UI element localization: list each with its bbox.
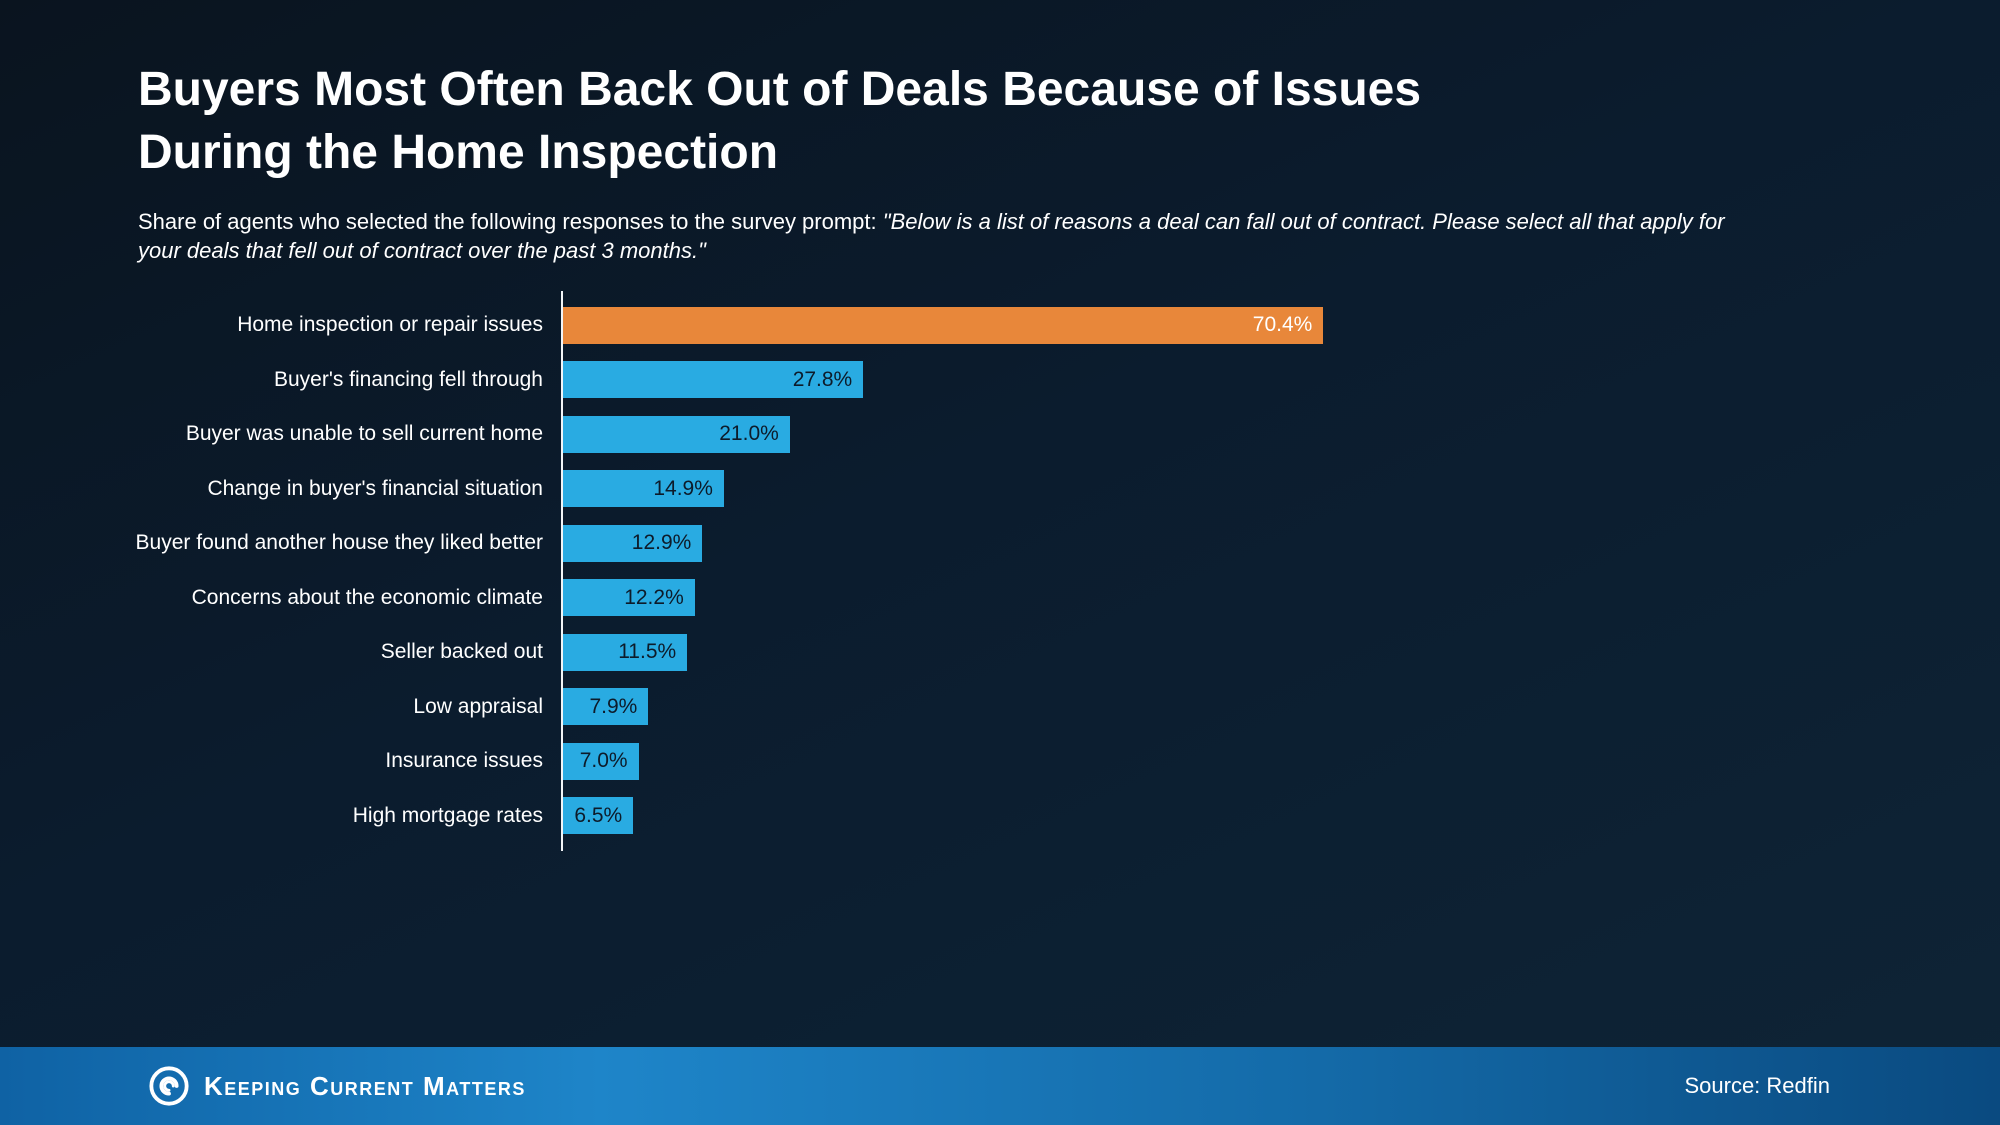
brand: Keeping Current Matters <box>148 1065 526 1107</box>
bar-value-label: 7.0% <box>579 749 628 773</box>
kcm-swirl-icon <box>149 1066 189 1106</box>
chart-subtitle: Share of agents who selected the followi… <box>138 207 1758 265</box>
bar-value-label: 7.9% <box>589 694 638 718</box>
chart-row: Change in buyer's financial situation 14.… <box>0 461 2000 516</box>
bar-category-label: High mortgage rates <box>352 803 543 827</box>
bar-track: 21.0% <box>563 415 2000 453</box>
chart-panel: Buyers Most Often Back Out of Deals Beca… <box>0 63 2000 851</box>
chart-row: High mortgage rates 6.5% <box>0 788 2000 843</box>
subtitle-quote: "Below is a list of reasons a deal can f… <box>138 208 1725 263</box>
bar: 12.9% <box>563 524 703 562</box>
chart-row: Low appraisal 7.9% <box>0 679 2000 734</box>
bar-value-label: 12.2% <box>624 585 684 609</box>
bar-category-label: Buyer found another house they liked bet… <box>135 531 543 555</box>
bar-rows: Home inspection or repair issues 70.4% Buy… <box>0 298 2000 843</box>
bar: 27.8% <box>563 361 864 399</box>
bar: 11.5% <box>563 633 688 671</box>
bar-category-label: Seller backed out <box>380 640 543 664</box>
source-label: Source: Redfin <box>1684 1073 1830 1098</box>
page-title: Buyers Most Often Back Out of Deals Beca… <box>138 63 1422 180</box>
bar-track: 11.5% <box>563 633 2000 671</box>
chart-row: Seller backed out 11.5% <box>0 625 2000 680</box>
axis-line <box>561 290 563 851</box>
bar-track: 7.0% <box>563 742 2000 780</box>
bar-value-label: 11.5% <box>618 640 677 664</box>
bar-track: 70.4% <box>563 306 2000 344</box>
chart-row: Buyer found another house they liked bet… <box>0 516 2000 571</box>
bar-value-label: 6.5% <box>574 803 623 827</box>
bar: 70.4% <box>563 306 1324 344</box>
bar-track: 12.9% <box>563 524 2000 562</box>
footer-bar: Keeping Current Matters Source: Redfin <box>0 1047 2000 1125</box>
bar-track: 14.9% <box>563 470 2000 508</box>
chart-row: Buyer was unable to sell current home 21.… <box>0 407 2000 462</box>
chart-row: Concerns about the economic climate 12.2% <box>0 570 2000 625</box>
bar: 14.9% <box>563 470 724 508</box>
chart-row: Home inspection or repair issues 70.4% <box>0 298 2000 353</box>
bar-track: 12.2% <box>563 579 2000 617</box>
bar-value-label: 21.0% <box>719 422 779 446</box>
bar-track: 6.5% <box>563 797 2000 835</box>
chart-row: Insurance issues 7.0% <box>0 734 2000 789</box>
subtitle-plain: Share of agents who selected the followi… <box>138 208 883 234</box>
bar-value-label: 27.8% <box>792 367 853 391</box>
bar-value-label: 70.4% <box>1252 313 1313 337</box>
bar-chart: Home inspection or repair issues 70.4% Buy… <box>0 290 2000 851</box>
bar-track: 27.8% <box>563 361 2000 399</box>
bar: 6.5% <box>563 797 634 835</box>
bar-category-label: Low appraisal <box>413 694 543 718</box>
bar-category-label: Change in buyer's financial situation <box>207 476 543 500</box>
bar-track: 7.9% <box>563 688 2000 726</box>
bar: 12.2% <box>563 579 695 617</box>
bar-category-label: Home inspection or repair issues <box>237 313 543 337</box>
bar: 21.0% <box>563 415 790 453</box>
bar: 7.9% <box>563 688 649 726</box>
bar-category-label: Concerns about the economic climate <box>191 585 543 609</box>
bar-value-label: 14.9% <box>653 476 713 500</box>
bar-category-label: Buyer's financing fell through <box>273 367 543 391</box>
bar: 7.0% <box>563 742 639 780</box>
bar-value-label: 12.9% <box>631 531 692 555</box>
bar-category-label: Buyer was unable to sell current home <box>185 422 543 446</box>
bar-category-label: Insurance issues <box>385 749 543 773</box>
chart-row: Buyer's financing fell through 27.8% <box>0 352 2000 407</box>
brand-name: Keeping Current Matters <box>204 1070 526 1101</box>
